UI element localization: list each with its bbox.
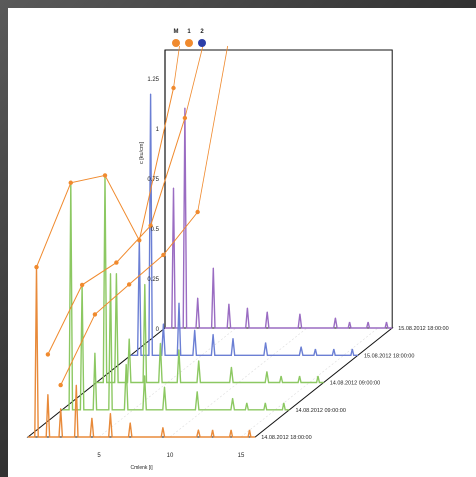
trace-4-peak-3 <box>212 267 214 269</box>
trace-2-peak-6 <box>198 360 200 362</box>
envelope-riser-1 <box>184 45 204 119</box>
series-marker-2 <box>198 39 206 47</box>
trace-line-4 <box>165 107 393 329</box>
envelope-lines <box>34 45 229 388</box>
series-label-2: 2 <box>200 29 204 35</box>
series-marker-1 <box>185 39 193 47</box>
trace-3-peak-5 <box>212 333 214 335</box>
trace-0-peak-7 <box>162 427 164 429</box>
trace-4-peak-4 <box>228 303 230 305</box>
y-tick-label: 0.75 <box>147 177 159 183</box>
envelope-point-2-4 <box>195 209 200 215</box>
envelope-riser-2 <box>197 45 229 213</box>
trace-2-peak-3 <box>144 283 146 285</box>
y-tick-label: 1 <box>156 127 160 133</box>
trace-0-peak-8 <box>197 429 199 431</box>
trace-0-peak-5 <box>109 412 111 414</box>
envelope-point-2-2 <box>126 282 132 287</box>
envelope-point-M-2 <box>102 173 108 178</box>
trace-4-peak-7 <box>299 313 301 315</box>
trace-line-2 <box>96 175 324 384</box>
trace-3-peak-4 <box>194 329 196 331</box>
trace-4-peak-0 <box>173 187 175 189</box>
back-wall <box>164 49 393 329</box>
y-tick-label: 1.25 <box>147 77 159 83</box>
trace-4-peak-8 <box>334 317 336 319</box>
trace-0-peak-1 <box>47 394 49 396</box>
envelope-point-M-0 <box>34 264 39 270</box>
labels: 0 0.25 0.5 0.75 1 1.25 c [ku/cm] 5 10 15 Cmlenk [i… <box>97 29 448 471</box>
envelope-point-1-3 <box>148 223 153 228</box>
envelope-point-M-4 <box>171 85 176 91</box>
trace-4-peak-2 <box>197 297 199 299</box>
trace-3-peak-2 <box>162 323 164 325</box>
envelope-point-2-1 <box>92 312 98 317</box>
floor-grid-line <box>98 327 237 438</box>
trace-date-label: 14.08.2012 18:00:00 <box>261 435 311 441</box>
trace-0-peak-6 <box>129 422 131 424</box>
trace-date-label: 15.08.2012 18:00:00 <box>364 353 414 359</box>
trace-3-peak-8 <box>300 346 302 348</box>
trace-1-peak-5 <box>144 375 146 377</box>
trace-3-peak-1 <box>150 93 152 95</box>
trace-2-peak-7 <box>230 366 232 368</box>
axes <box>26 49 394 438</box>
envelope-point-1-2 <box>114 260 119 265</box>
trace-2-peak-2 <box>128 338 130 340</box>
trace-date-label: 15.08.2012 18:00:00 <box>398 326 448 332</box>
trace-2-peak-4 <box>159 342 161 344</box>
series-label-0: M <box>174 29 179 35</box>
trace-4-peak-5 <box>246 307 248 309</box>
traces <box>28 93 393 438</box>
envelope-point-1-4 <box>182 115 188 121</box>
y-tick-label: 0 <box>156 327 160 333</box>
envelope-riser-M <box>173 45 180 89</box>
trace-2-peak-1 <box>115 273 117 274</box>
x-tick-label: 15 <box>238 453 245 459</box>
y-axis-label: c [ku/cm] <box>139 142 145 164</box>
series-marker-0 <box>172 39 180 47</box>
x-tick-label: 10 <box>167 453 174 459</box>
envelope-point-1-1 <box>79 282 85 288</box>
trace-1-peak-4 <box>125 363 127 365</box>
trace-0-peak-2 <box>60 408 62 410</box>
y-tick-label: 0.25 <box>147 277 159 283</box>
trace-line-1 <box>62 182 290 411</box>
trace-0-peak-3 <box>75 384 77 386</box>
trace-line-0 <box>28 267 256 438</box>
envelope-point-M-1 <box>68 180 73 185</box>
trace-1-peak-6 <box>163 386 165 388</box>
trace-2-peak-8 <box>266 371 268 373</box>
envelope-point-2-0 <box>58 382 63 388</box>
trace-date-label: 14.08.2012 09:00:00 <box>295 408 345 414</box>
trace-3-peak-3 <box>178 302 180 304</box>
trace-line-3 <box>130 93 358 356</box>
trace-2-peak-5 <box>178 349 180 351</box>
trace-3-peak-7 <box>265 342 267 344</box>
trace-1-peak-3 <box>110 273 112 275</box>
trace-4-peak-1 <box>184 107 186 109</box>
y-tick-label: 0.5 <box>151 227 160 233</box>
trace-1-peak-8 <box>232 397 234 399</box>
series-label-1: 1 <box>187 29 191 35</box>
trace-0-peak-4 <box>91 417 93 419</box>
envelope-point-1-0 <box>45 352 51 357</box>
floor-grid-line <box>169 327 308 438</box>
trace-4-peak-6 <box>266 311 268 313</box>
envelope-point-2-3 <box>161 252 166 258</box>
floor-grid-line <box>240 327 379 438</box>
x-axis-label: Cmlenk [i] <box>130 465 153 471</box>
trace-3-peak-6 <box>232 338 234 340</box>
x-tick-label: 5 <box>97 453 101 459</box>
trace-1-peak-2 <box>94 352 96 354</box>
trace-1-peak-7 <box>196 391 198 393</box>
trace-date-label: 14.08.2012 09:00:00 <box>330 381 380 387</box>
envelope-1 <box>47 117 186 355</box>
